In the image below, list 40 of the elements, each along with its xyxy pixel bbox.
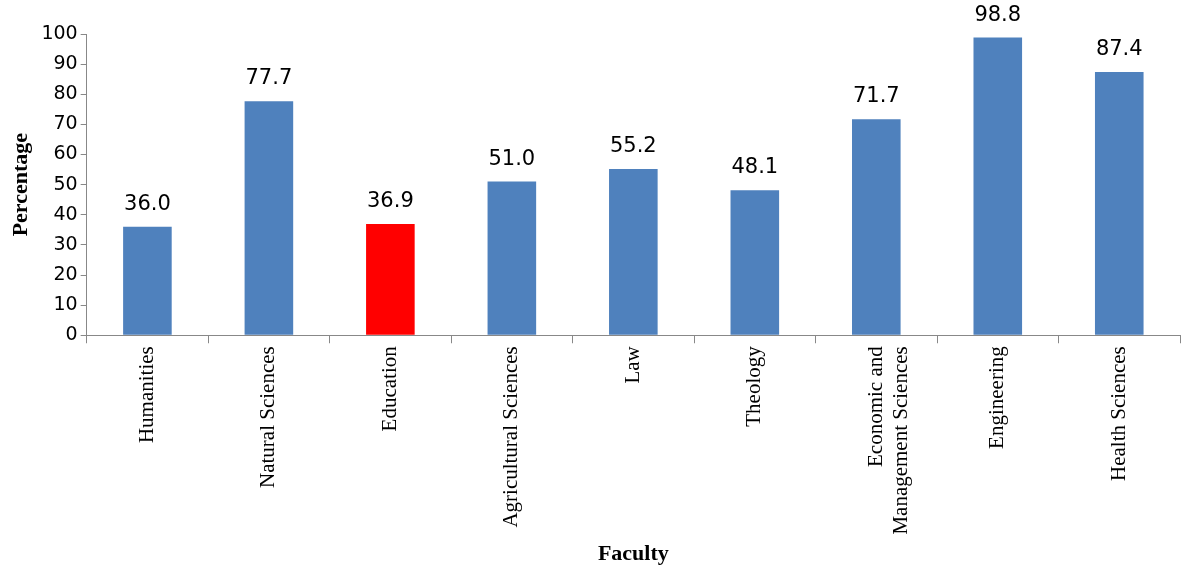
x-tick-label: Natural Sciences bbox=[255, 346, 280, 488]
x-tick-label: Humanities bbox=[133, 346, 158, 444]
bar bbox=[852, 119, 901, 335]
y-tick-label: 70 bbox=[53, 111, 78, 134]
x-axis-title: Faculty bbox=[597, 540, 669, 566]
y-tick-label: 80 bbox=[53, 81, 78, 104]
bar bbox=[244, 101, 294, 335]
data-label: 48.1 bbox=[731, 154, 779, 179]
y-tick-label: 10 bbox=[53, 292, 78, 315]
bar bbox=[609, 168, 658, 335]
data-label: 87.4 bbox=[1095, 35, 1143, 60]
y-tick-label: 100 bbox=[41, 20, 78, 43]
y-tick-label: 90 bbox=[53, 51, 78, 74]
x-tick-label: Health Sciences bbox=[1105, 346, 1130, 481]
bar bbox=[366, 224, 415, 335]
bar bbox=[973, 37, 1023, 335]
x-tick-label: Education bbox=[376, 345, 401, 432]
data-label: 36.9 bbox=[366, 188, 414, 213]
y-tick-label: 0 bbox=[65, 322, 78, 345]
x-tick-label: Theology bbox=[741, 345, 766, 427]
data-label: 71.7 bbox=[852, 83, 900, 108]
x-tick-label: Agricultural Sciences bbox=[498, 346, 523, 528]
data-label: 51.0 bbox=[488, 145, 536, 170]
data-label: 98.8 bbox=[974, 1, 1022, 26]
y-tick-label: 30 bbox=[53, 231, 78, 254]
y-tick-label: 50 bbox=[53, 171, 78, 194]
x-tick-label: Economic and Management Sciences bbox=[862, 345, 913, 535]
data-label: 55.2 bbox=[609, 132, 657, 157]
data-label: 36.0 bbox=[124, 190, 171, 215]
bar bbox=[487, 181, 537, 335]
bar bbox=[123, 226, 172, 335]
y-tick-label: 40 bbox=[53, 201, 78, 224]
data-label: 77.7 bbox=[245, 65, 293, 90]
x-tick-label: Law bbox=[619, 345, 644, 384]
y-tick-label: 20 bbox=[53, 261, 78, 284]
bar bbox=[730, 190, 780, 335]
y-axis-title: Percentage bbox=[6, 132, 32, 237]
bar bbox=[1094, 71, 1144, 335]
x-tick-label: Engineering bbox=[984, 345, 1009, 449]
y-tick-label: 60 bbox=[53, 141, 78, 164]
